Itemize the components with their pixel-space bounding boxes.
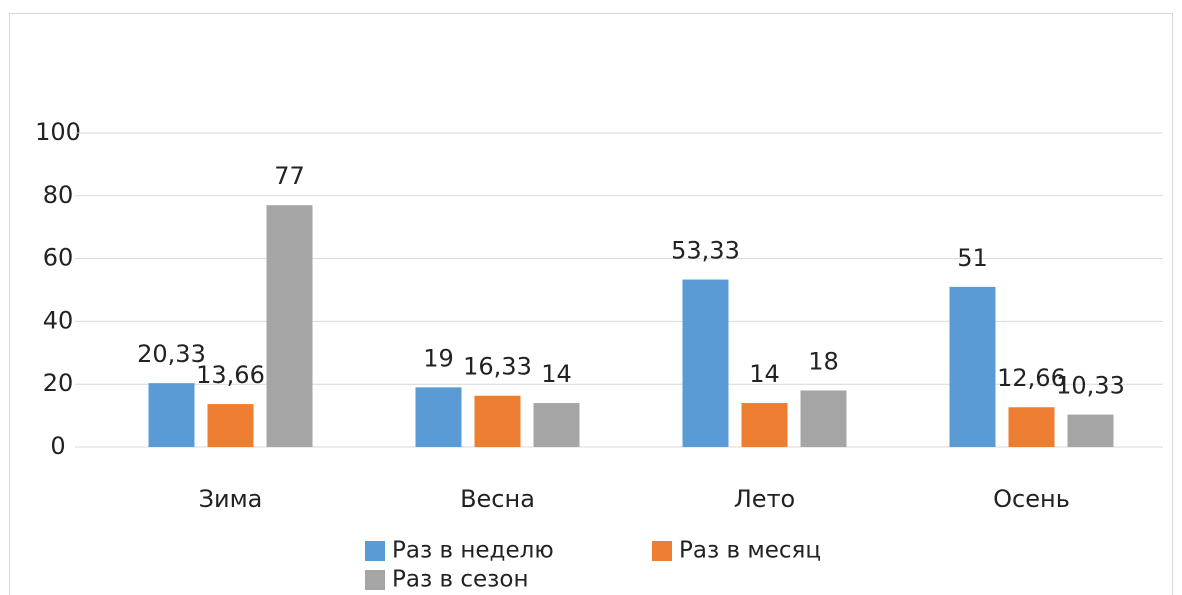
x-tick-label: Осень (993, 485, 1070, 513)
value-label: 13,66 (196, 361, 265, 389)
legend-swatch (365, 570, 385, 590)
y-tick-label: 40 (43, 306, 74, 334)
bar (148, 383, 195, 447)
value-label: 16,33 (463, 353, 532, 381)
legend-swatch (365, 541, 385, 561)
bar (1067, 414, 1114, 447)
value-label: 20,33 (137, 340, 206, 368)
legend-label: Раз в неделю (392, 538, 554, 564)
bar (474, 395, 521, 447)
y-tick-label: 20 (43, 369, 74, 397)
y-tick-label: 60 (43, 244, 74, 272)
value-label: 53,33 (671, 237, 740, 265)
bar (682, 279, 729, 447)
value-label: 10,33 (1056, 372, 1125, 400)
legend-label: Раз в сезон (392, 567, 529, 593)
x-tick-label: Весна (460, 485, 535, 513)
x-tick-label: Зима (199, 485, 263, 513)
value-label: 14 (541, 360, 572, 388)
y-tick-label: 100 (35, 118, 81, 146)
legend-label: Раз в месяц (679, 538, 821, 564)
value-label: 14 (749, 360, 780, 388)
value-label: 19 (423, 344, 454, 372)
bar (207, 404, 254, 447)
chart-frame (9, 13, 1173, 595)
bar (415, 387, 462, 447)
y-tick-label: 0 (50, 432, 65, 460)
value-label: 18 (808, 347, 839, 375)
value-label: 12,66 (997, 364, 1066, 392)
bar (1008, 407, 1055, 447)
y-tick-label: 80 (43, 181, 74, 209)
bar (266, 205, 313, 447)
bar (533, 403, 580, 447)
bar (949, 286, 996, 447)
x-tick-label: Лето (734, 485, 795, 513)
bar (741, 403, 788, 447)
bar (800, 390, 847, 447)
value-label: 77 (274, 162, 305, 190)
legend-swatch (652, 541, 672, 561)
value-label: 51 (957, 244, 988, 272)
